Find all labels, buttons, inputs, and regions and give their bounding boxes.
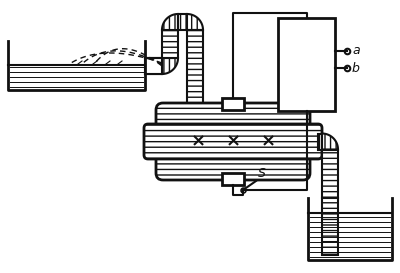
Polygon shape (187, 14, 203, 30)
Text: ×: × (226, 132, 240, 150)
Text: ×: × (190, 132, 206, 150)
Bar (222, 173, 244, 185)
Text: a: a (352, 44, 360, 58)
Text: ×: × (260, 132, 276, 150)
Bar (145, 58, 162, 74)
Bar (322, 198, 338, 255)
Text: b: b (352, 61, 360, 75)
Bar (178, 14, 187, 30)
FancyBboxPatch shape (144, 124, 322, 159)
Bar (222, 98, 244, 110)
Bar (187, 30, 203, 110)
FancyBboxPatch shape (156, 103, 310, 180)
Bar (162, 30, 178, 58)
Text: S: S (258, 167, 266, 180)
Bar (318, 133, 322, 150)
Bar (322, 150, 338, 198)
Bar (278, 18, 335, 111)
Bar (145, 58, 162, 74)
Polygon shape (162, 58, 178, 74)
Polygon shape (322, 133, 338, 150)
Polygon shape (162, 14, 178, 30)
